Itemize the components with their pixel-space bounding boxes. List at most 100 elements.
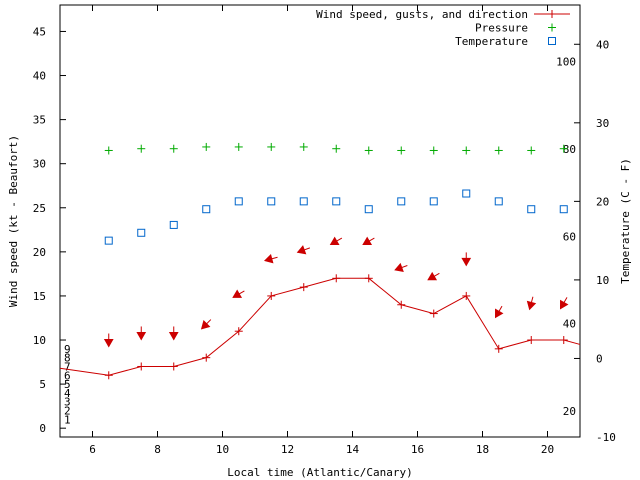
wind-direction-arrow xyxy=(461,252,472,267)
legend-label: Temperature xyxy=(455,35,528,48)
wind-direction-arrow xyxy=(168,326,179,341)
pressure-point xyxy=(429,146,438,155)
legend: Wind speed, gusts, and directionPressure… xyxy=(316,8,570,48)
y2-tick-label: 40 xyxy=(596,38,609,51)
fahrenheit-label: 80 xyxy=(563,143,576,156)
wind-arrow-head xyxy=(200,320,211,330)
wind-arrow-head xyxy=(526,300,537,311)
beaufort-label: 6 xyxy=(64,369,71,382)
wind-direction-arrow xyxy=(329,236,343,246)
pressure-point xyxy=(494,146,503,155)
temperature-point xyxy=(559,205,568,214)
fahrenheit-label: 20 xyxy=(563,405,576,418)
fahrenheit-label: 40 xyxy=(563,318,576,331)
y-tick-label: 15 xyxy=(33,290,46,303)
y-tick-label: 10 xyxy=(33,334,46,347)
pressure-point xyxy=(234,142,243,151)
wind-speed-gusts-and-direction-point xyxy=(169,362,178,371)
y-tick-label: 20 xyxy=(33,246,46,259)
wind-direction-arrow xyxy=(494,305,504,319)
y2-tick-label: 0 xyxy=(596,352,603,365)
wind-direction-arrow xyxy=(232,289,245,298)
x-tick-label: 18 xyxy=(476,443,489,456)
wind-speed-gusts-and-direction-point xyxy=(202,353,211,362)
legend-label: Pressure xyxy=(475,22,528,35)
wind-arrow-head xyxy=(394,262,404,272)
y-tick-label: 40 xyxy=(33,70,46,83)
pressure-point xyxy=(397,146,406,155)
wind-speed-gusts-and-direction-point xyxy=(397,300,406,309)
wind-direction-arrow xyxy=(263,253,278,264)
y2-axis-title: Temperature (C - F) xyxy=(619,158,632,284)
temperature-point xyxy=(494,197,503,206)
y-tick-label: 25 xyxy=(33,202,46,215)
plot-frame xyxy=(59,4,581,438)
wind-arrow-head xyxy=(103,339,114,348)
wind-direction-arrow xyxy=(296,245,311,255)
pressure-point xyxy=(364,146,373,155)
temperature-point xyxy=(299,197,308,206)
pressure-point xyxy=(462,146,471,155)
wind-speed-gusts-and-direction-line xyxy=(59,277,581,376)
beaufort-label: 4 xyxy=(64,387,71,400)
wind-arrow-head xyxy=(559,299,569,310)
wind-speed-gusts-and-direction-point xyxy=(462,291,471,300)
y-tick-label: 30 xyxy=(33,158,46,171)
wind-speed-gusts-and-direction-point xyxy=(494,344,503,353)
pressure-point xyxy=(559,144,568,153)
beaufort-label: 7 xyxy=(64,360,71,373)
wind-arrow-head xyxy=(168,331,179,341)
legend-marker xyxy=(548,23,556,32)
temperature-point xyxy=(332,197,341,206)
wind-arrow-head xyxy=(427,271,438,281)
y-axis-title: Wind speed (kt - Beaufort) xyxy=(7,135,20,307)
temperature-point xyxy=(202,205,211,214)
wind-speed-gusts-and-direction-point xyxy=(559,336,568,345)
x-tick-label: 16 xyxy=(411,443,424,456)
y-tick-label: 0 xyxy=(39,422,46,435)
y-tick-label: 35 xyxy=(33,114,46,127)
wind-direction-arrow xyxy=(427,271,440,281)
wind-speed-gusts-and-direction-point xyxy=(332,274,341,283)
wind-speed-gusts-and-direction-point xyxy=(137,362,146,371)
x-axis-title: Local time (Atlantic/Canary) xyxy=(227,466,412,479)
x-tick-label: 12 xyxy=(281,443,294,456)
fahrenheit-label: 60 xyxy=(563,230,576,243)
pressure-point xyxy=(527,146,536,155)
temperature-point xyxy=(169,220,178,229)
wind-arrow-head xyxy=(232,289,243,298)
y2-tick-label: 20 xyxy=(596,195,609,208)
x-tick-label: 14 xyxy=(346,443,360,456)
wind-arrow-head xyxy=(296,245,307,255)
y-tick-label: 5 xyxy=(39,378,46,391)
wind-direction-arrow xyxy=(559,297,569,310)
beaufort-label: 2 xyxy=(64,405,71,418)
pressure-point xyxy=(267,142,276,151)
wind-direction-arrow xyxy=(526,296,537,311)
temperature-point xyxy=(364,205,373,214)
pressure-point xyxy=(202,142,211,151)
y2-tick-label: 10 xyxy=(596,274,609,287)
temperature-point xyxy=(527,205,536,214)
wind-direction-arrow xyxy=(362,236,375,246)
x-tick-label: 6 xyxy=(89,443,96,456)
beaufort-label: 1 xyxy=(64,413,71,426)
wind-speed-gusts-and-direction-point xyxy=(429,309,438,318)
temperature-point xyxy=(462,189,471,198)
beaufort-label: 5 xyxy=(64,378,71,391)
series-layer xyxy=(59,142,581,380)
temperature-point xyxy=(137,228,146,237)
y2-tick-label: -10 xyxy=(596,431,616,444)
wind-arrow-head xyxy=(136,331,147,341)
pressure-point xyxy=(299,142,308,151)
pressure-point xyxy=(332,144,341,153)
wind-arrow-head xyxy=(362,236,373,246)
wind-arrow-head xyxy=(494,308,504,319)
temperature-point xyxy=(104,236,113,245)
y-tick-label: 45 xyxy=(33,25,46,38)
axis-ticks: 6 8 10 12 14 16 18 20051015202530354045-1001020… xyxy=(33,5,616,456)
pressure-point xyxy=(104,146,113,155)
y2-tick-label: 30 xyxy=(596,117,609,130)
x-tick-label: 10 xyxy=(216,443,229,456)
